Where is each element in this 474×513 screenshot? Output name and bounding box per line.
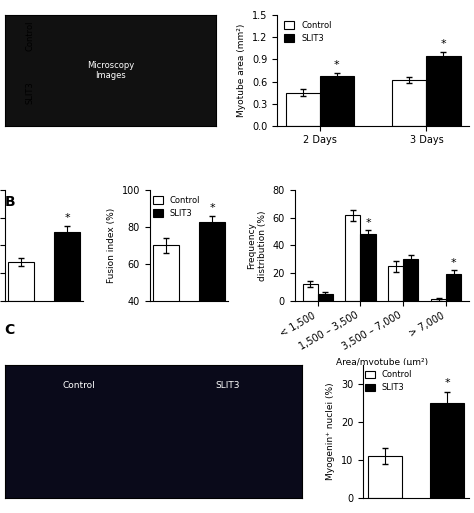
Bar <box>392 80 427 126</box>
Bar <box>427 56 461 126</box>
Bar <box>431 299 447 301</box>
Text: *: * <box>334 60 340 70</box>
X-axis label: Area/myotube (μm²): Area/myotube (μm²) <box>336 358 428 367</box>
Text: *: * <box>365 218 371 228</box>
Bar <box>388 266 403 301</box>
Bar <box>55 232 80 301</box>
Bar <box>368 456 402 498</box>
Bar <box>286 92 320 126</box>
Text: *: * <box>451 258 456 267</box>
Text: *: * <box>64 213 70 223</box>
Legend: Control, SLIT3: Control, SLIT3 <box>362 367 416 396</box>
Bar <box>430 403 465 498</box>
Legend: Control, SLIT3: Control, SLIT3 <box>281 17 335 46</box>
Y-axis label: Frequency
distribution (%): Frequency distribution (%) <box>247 210 267 281</box>
Text: Control: Control <box>63 381 96 390</box>
Text: *: * <box>209 203 215 213</box>
Text: *: * <box>441 39 446 49</box>
Bar <box>346 215 361 301</box>
Text: *: * <box>445 378 450 388</box>
Text: SLIT3: SLIT3 <box>26 82 35 104</box>
Bar <box>447 274 461 301</box>
Text: B: B <box>5 195 15 209</box>
Text: SLIT3: SLIT3 <box>216 381 240 390</box>
Bar <box>200 222 225 374</box>
Y-axis label: Myogenin⁺ nuclei (%): Myogenin⁺ nuclei (%) <box>326 383 335 480</box>
Text: Microscopy
Images: Microscopy Images <box>87 61 134 80</box>
Bar <box>320 76 354 126</box>
Bar <box>403 259 419 301</box>
Y-axis label: Fusion index (%): Fusion index (%) <box>107 208 116 283</box>
Bar <box>153 246 179 374</box>
Bar <box>318 294 333 301</box>
Bar <box>9 262 34 301</box>
Text: C: C <box>5 323 15 337</box>
Bar <box>302 284 318 301</box>
Bar <box>361 234 375 301</box>
Text: Control: Control <box>26 21 35 51</box>
Y-axis label: Myotube area (mm²): Myotube area (mm²) <box>237 24 246 117</box>
Legend: Control, SLIT3: Control, SLIT3 <box>150 192 204 221</box>
